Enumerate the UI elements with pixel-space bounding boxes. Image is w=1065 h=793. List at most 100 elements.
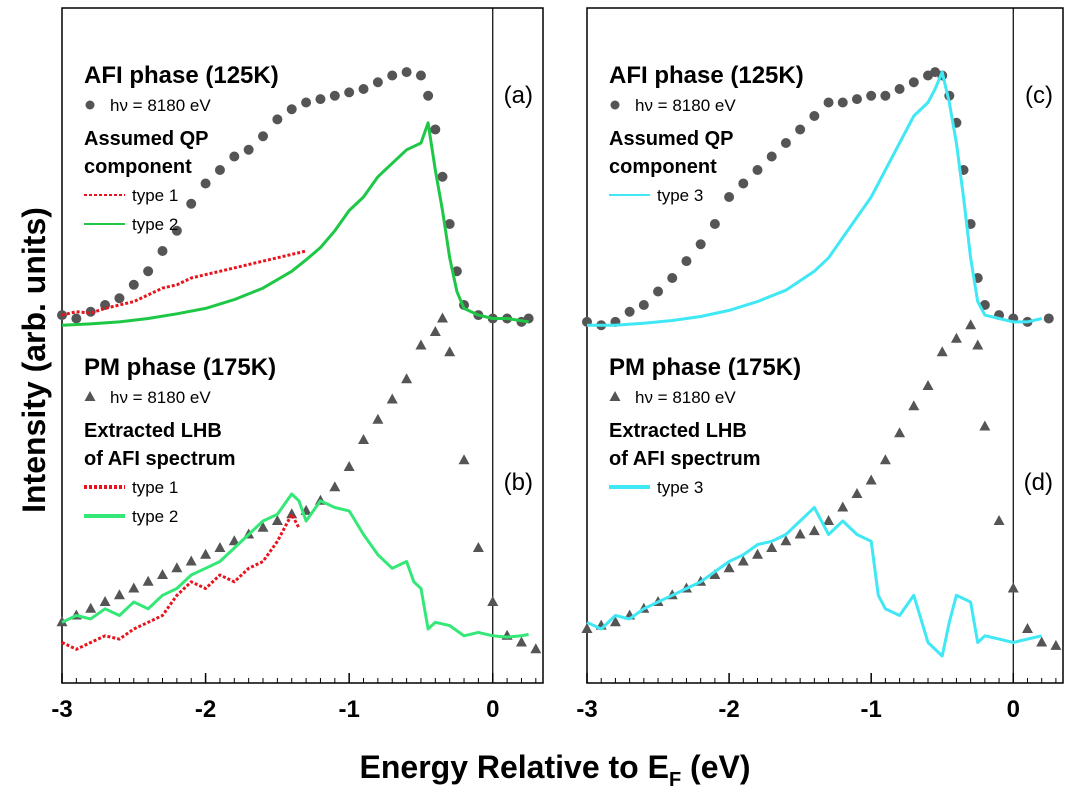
phase-heading: PM phase (175K) xyxy=(84,354,276,381)
data-point xyxy=(737,555,749,566)
data-point xyxy=(823,97,834,108)
component-label-line-1: Extracted LHB xyxy=(84,420,222,442)
data-point xyxy=(752,548,764,559)
data-point xyxy=(723,562,735,573)
data-point xyxy=(950,332,962,343)
legend-data-label: hν = 8180 eV xyxy=(635,388,736,407)
lower-series-type-3-line xyxy=(586,506,1043,658)
x-tick-label: -1 xyxy=(861,696,882,723)
legend-entry-label: type 1 xyxy=(132,186,178,205)
data-point xyxy=(808,525,820,536)
data-point xyxy=(724,192,735,202)
data-point xyxy=(229,151,240,162)
data-point xyxy=(258,131,269,142)
plot-frame xyxy=(61,7,544,684)
upper-series-type-1-line xyxy=(61,249,307,317)
data-point xyxy=(437,171,448,182)
data-point xyxy=(286,104,297,115)
data-point xyxy=(113,589,125,600)
data-point xyxy=(866,90,877,101)
data-point xyxy=(894,427,906,438)
y-axis-label: Intensity (arb. units) xyxy=(16,207,52,513)
data-point xyxy=(752,165,763,175)
data-point xyxy=(879,454,891,465)
panel-right: -3 -2 -1 0 AFI phase (125K) hν = 8180 eV Assum… xyxy=(576,7,1064,723)
data-point xyxy=(738,178,749,189)
legend-entry-label: type 3 xyxy=(657,186,703,205)
data-point xyxy=(908,77,919,88)
legend-entry-label: type 3 xyxy=(657,478,703,497)
data-point xyxy=(681,256,692,267)
x-axis-label-main: Energy Relative to E xyxy=(360,749,669,785)
legend-data-label: hν = 8180 eV xyxy=(635,96,736,115)
x-tick-label: -3 xyxy=(51,696,72,723)
upper-series-h-8180-ev-markers xyxy=(582,67,1054,331)
data-point xyxy=(794,528,806,539)
data-point xyxy=(993,515,1005,525)
data-point xyxy=(171,562,183,573)
data-point xyxy=(401,67,412,78)
data-point xyxy=(709,569,721,579)
data-point xyxy=(128,279,139,290)
data-point xyxy=(695,239,706,250)
data-point xyxy=(271,515,283,525)
data-point xyxy=(200,548,212,559)
data-point xyxy=(472,542,484,552)
legend-entry-label: type 2 xyxy=(132,215,178,234)
x-axis-label: Energy Relative to EF (eV) xyxy=(360,749,751,791)
data-point xyxy=(1021,623,1033,633)
data-point xyxy=(609,616,621,627)
data-point xyxy=(823,515,835,525)
data-point xyxy=(387,70,398,81)
data-point xyxy=(358,84,369,94)
data-point xyxy=(372,413,384,424)
x-tick-label: -3 xyxy=(576,696,597,723)
data-point xyxy=(1050,639,1062,650)
upper-series-type-3-line xyxy=(587,70,1043,327)
data-point xyxy=(837,97,848,108)
legend-marker-dot xyxy=(85,100,95,110)
data-point xyxy=(57,310,67,321)
lower-series-type-2-line xyxy=(61,492,529,639)
data-point xyxy=(809,111,820,121)
x-tick-label: -2 xyxy=(195,696,216,723)
legend-marker-dot xyxy=(610,100,620,110)
data-point xyxy=(214,542,226,552)
data-point xyxy=(429,326,441,336)
component-label-line-2: component xyxy=(609,156,717,178)
component-label-line-2: of AFI spectrum xyxy=(609,448,761,470)
data-point xyxy=(795,124,806,135)
component-label-line-2: of AFI spectrum xyxy=(84,448,236,470)
data-point xyxy=(530,643,542,654)
data-point xyxy=(851,488,863,498)
data-point xyxy=(865,474,877,485)
phase-heading: PM phase (175K) xyxy=(609,354,801,381)
data-point xyxy=(344,87,355,98)
x-tick-label: -1 xyxy=(338,696,359,723)
data-point xyxy=(894,84,905,94)
data-point xyxy=(444,346,456,357)
data-point xyxy=(1043,313,1054,324)
data-point xyxy=(766,542,778,552)
component-label-line-1: Extracted LHB xyxy=(609,420,747,442)
data-point xyxy=(272,114,283,125)
data-point xyxy=(71,313,82,324)
data-point xyxy=(286,508,298,519)
panel-tag: (a) xyxy=(504,82,533,109)
data-point xyxy=(851,94,862,105)
data-point xyxy=(85,602,97,613)
data-point xyxy=(965,319,977,330)
data-point xyxy=(99,596,111,606)
data-point xyxy=(487,596,499,606)
data-point xyxy=(979,420,991,431)
data-point xyxy=(515,636,527,647)
data-point xyxy=(228,535,240,546)
x-tick-label: 0 xyxy=(486,696,499,723)
data-point xyxy=(315,94,326,105)
panel-tag: (c) xyxy=(1025,82,1053,109)
data-point xyxy=(667,273,678,283)
data-point xyxy=(301,97,312,108)
lower-series-h-8180-ev-markers xyxy=(581,319,1062,650)
data-point xyxy=(415,339,427,350)
